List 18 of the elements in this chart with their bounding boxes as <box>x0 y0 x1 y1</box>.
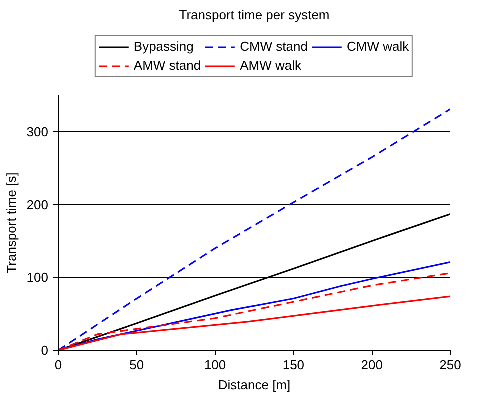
y-tick-label: 200 <box>26 197 49 212</box>
x-tick-label: 250 <box>440 358 462 372</box>
y-tick-label: 300 <box>26 124 49 140</box>
x-tick-label: 100 <box>204 358 226 372</box>
legend-label: CMW walk <box>346 39 410 54</box>
legend-label: CMW stand <box>240 39 308 54</box>
x-tick-label: 150 <box>282 358 305 372</box>
legend-label: AMW walk <box>240 58 302 73</box>
legend-label: AMW stand <box>134 58 202 73</box>
x-tick-label: 200 <box>361 358 383 372</box>
y-tick-label: 100 <box>26 270 49 286</box>
y-axis-title: Transport time [s] <box>4 172 19 274</box>
x-tick-label: 50 <box>130 358 144 372</box>
chart-title: Transport time per system <box>179 8 330 22</box>
legend-label: Bypassing <box>134 39 194 54</box>
y-tick-label: 0 <box>41 343 49 358</box>
x-tick-label: 0 <box>54 358 62 372</box>
x-axis-title: Distance [m] <box>218 378 291 392</box>
